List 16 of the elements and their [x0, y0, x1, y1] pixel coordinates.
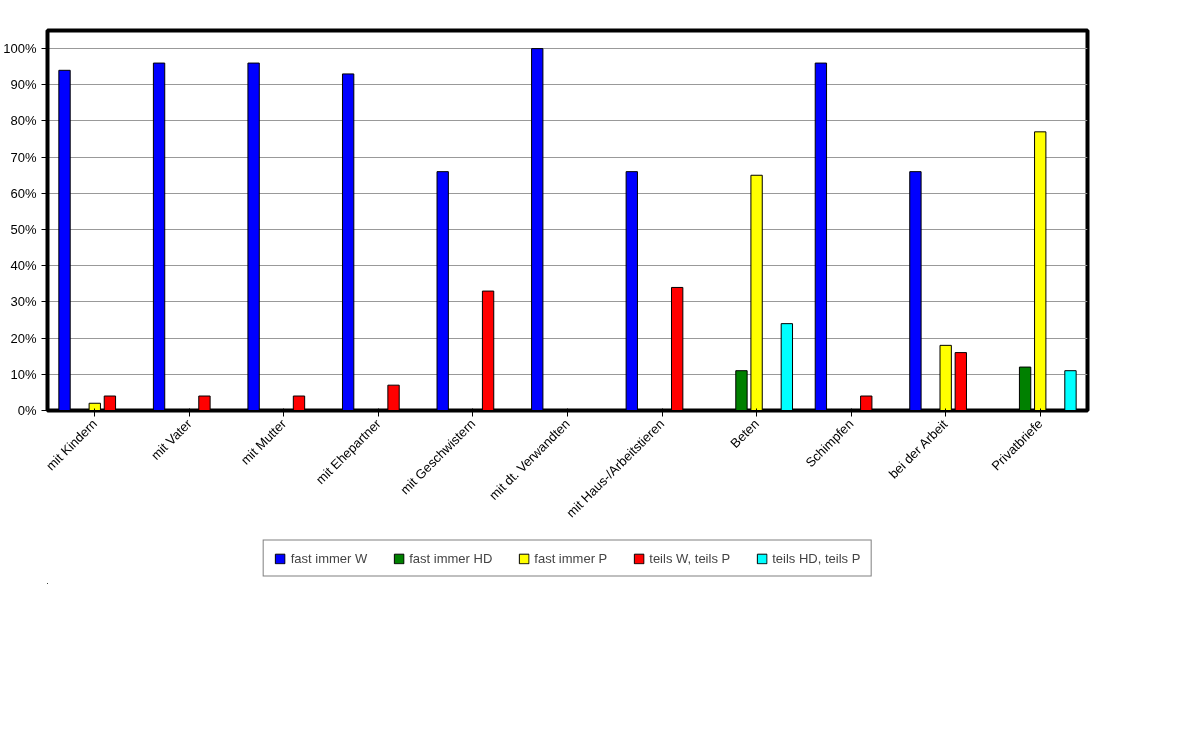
legend-label: teils HD, teils P [772, 550, 861, 566]
legend-label: teils W, teils P [649, 550, 731, 566]
legend-label: fast immer W [290, 550, 368, 566]
legend-label: fast immer P [534, 550, 608, 566]
y-tick-label: 90% [10, 77, 37, 93]
y-tick-label: 60% [10, 185, 37, 201]
y-tick-label: 20% [10, 330, 37, 346]
y-tick-label: 30% [10, 294, 37, 310]
y-tick-label: 0% [17, 403, 37, 418]
y-tick-label: 80% [10, 113, 37, 129]
legend-label: fast immer HD [409, 550, 493, 566]
y-tick-label: 100% [3, 41, 37, 57]
y-tick-label: 40% [10, 258, 37, 274]
y-tick-label: 50% [10, 222, 37, 238]
y-tick-label: 10% [10, 366, 37, 382]
y-tick-label: 70% [10, 149, 37, 165]
